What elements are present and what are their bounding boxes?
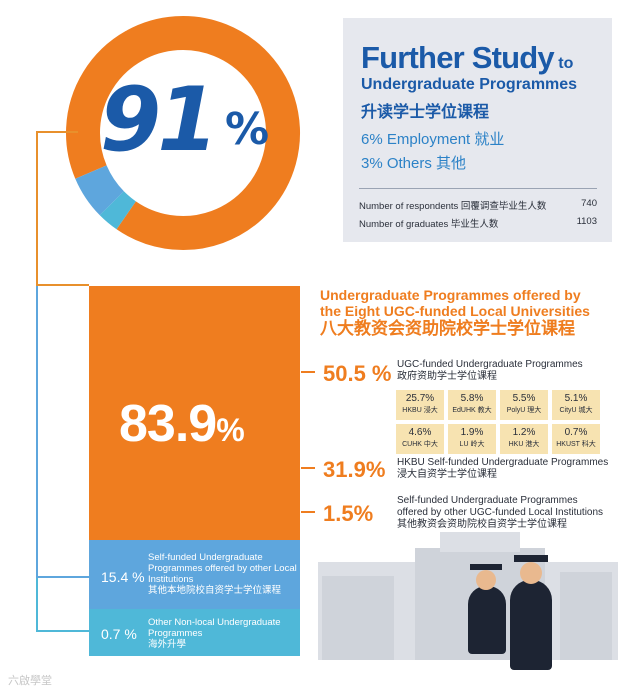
info-divider — [359, 188, 597, 189]
info-subtitle-cn: 升读学士学位课程 — [361, 104, 490, 121]
seg2-pct: 31.9% — [323, 457, 386, 482]
employment-share: 6% Employment 就业 — [361, 131, 505, 148]
employment-slice — [75, 164, 125, 216]
university-cell: 5.1% CityU 城大 — [552, 390, 600, 420]
university-name: PolyU 理大 — [506, 407, 542, 414]
respondents-label: Number of respondents 回覆调查毕业生人数 — [359, 201, 547, 212]
connector-lightblue-horizontal — [36, 630, 89, 632]
connector-blue-horizontal — [36, 576, 89, 578]
university-value: 4.6% — [408, 427, 432, 438]
university-cell: 0.7% HKUST 科大 — [552, 424, 600, 454]
ugc-heading-cn: 八大教资会资助院校学士学位课程 — [320, 319, 575, 338]
watermark: 六啟學堂 — [8, 675, 52, 687]
university-value: 1.9% — [460, 427, 484, 438]
seg2-tick — [301, 467, 315, 469]
graduates-value: 1103 — [576, 216, 597, 227]
seg2-label: HKBU Self-funded Undergraduate Programme… — [397, 457, 609, 480]
non-local-pct: 0.7 % — [101, 626, 137, 642]
non-local-label: Other Non-local Undergraduate Programmes… — [148, 617, 281, 650]
connector-orange-vertical — [36, 131, 38, 286]
university-value: 5.5% — [512, 393, 536, 404]
respondents-row: Number of respondents 回覆调查毕业生人数 740 — [359, 198, 597, 212]
others-share: 3% Others 其他 — [361, 155, 467, 172]
connector-orange-top — [36, 131, 78, 133]
university-value: 1.2% — [512, 427, 536, 438]
respondents-value: 740 — [581, 198, 597, 209]
further-study-donut-chart — [66, 16, 300, 250]
university-name: HKU 港大 — [508, 441, 540, 448]
info-subtitle: Undergraduate Programmes — [361, 76, 578, 93]
other-local-label: Self-funded Undergraduate Programmes off… — [148, 552, 297, 596]
seg3-pct: 1.5% — [323, 501, 374, 526]
info-panel: Further Study to Undergraduate Programme… — [343, 18, 612, 242]
ugc-share-value: 83.9% — [119, 395, 245, 453]
seg3-tick — [301, 511, 315, 513]
university-name: CityU 城大 — [559, 407, 593, 414]
connector-orange-bottom — [36, 284, 89, 286]
connector-lightblue-vertical — [36, 578, 38, 632]
university-name: CUHK 中大 — [402, 441, 438, 448]
university-cell: 4.6% CUHK 中大 — [396, 424, 444, 454]
university-name: LU 岭大 — [459, 441, 485, 448]
seg1-tick — [301, 371, 315, 373]
info-title: Further Study to — [361, 40, 574, 75]
university-value: 5.1% — [564, 393, 588, 404]
university-name: HKUST 科大 — [556, 441, 596, 448]
university-cell: 5.5% PolyU 理大 — [500, 390, 548, 420]
university-name: EdUHK 教大 — [452, 407, 492, 414]
other-local-pct: 15.4 % — [101, 569, 145, 585]
graduates-row: Number of graduates 毕业生人数 1103 — [359, 216, 597, 230]
ugc-heading: Undergraduate Programmes offered by the E… — [320, 287, 590, 319]
university-cell: 5.8% EdUHK 教大 — [448, 390, 496, 420]
others-slice — [99, 191, 137, 230]
university-value: 5.8% — [460, 393, 484, 404]
seg1-pct: 50.5 % — [323, 361, 392, 386]
university-cell: 1.9% LU 岭大 — [448, 424, 496, 454]
non-local-bar: 0.7 % Other Non-local Undergraduate Prog… — [89, 609, 300, 656]
university-value: 0.7% — [564, 427, 588, 438]
seg1-label: UGC-funded Undergraduate Programmes 政府资助学… — [397, 359, 583, 382]
other-local-bar: 15.4 % Self-funded Undergraduate Program… — [89, 540, 300, 609]
ugc-share-bar: 83.9% — [89, 286, 300, 540]
university-value: 25.7% — [405, 393, 435, 404]
donut-center-percent-sign: % — [225, 104, 270, 155]
university-name: HKBU 浸大 — [402, 407, 438, 414]
donut-center-value: 91 — [100, 68, 218, 171]
university-cell: 25.7% HKBU 浸大 — [396, 390, 444, 420]
university-cell: 1.2% HKU 港大 — [500, 424, 548, 454]
connector-blue-vertical — [36, 286, 38, 578]
further-study-slice — [66, 16, 300, 250]
graduates-label: Number of graduates 毕业生人数 — [359, 219, 499, 230]
seg3-label: Self-funded Undergraduate Programmes offe… — [397, 495, 604, 530]
